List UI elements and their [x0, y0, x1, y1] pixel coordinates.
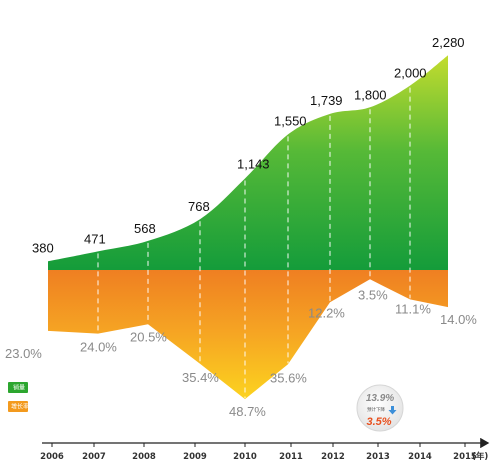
growth-value-label: 24.0%	[80, 340, 117, 355]
sales-value-label: 1,800	[354, 87, 387, 102]
legend-swatch-sales	[8, 382, 28, 393]
x-axis-tick-labels: 2006 2007 2008 2009 2010 2011 2012 2013 2014 2015	[40, 443, 477, 462]
growth-value-label: 3.5%	[358, 287, 388, 302]
x-axis-tick-label: 2009	[183, 452, 207, 462]
x-axis-tick-label: 2007	[82, 452, 106, 462]
sales-value-label: 568	[134, 221, 156, 236]
sales-value-label: 2,000	[394, 66, 427, 81]
growth-value-label: 11.1%	[395, 301, 431, 316]
growth-value-label: 14.0%	[440, 312, 477, 327]
x-axis-tick-label: 2011	[279, 452, 303, 462]
forecast-badge: 13.9% 预计下降 3.5%	[356, 384, 404, 432]
forecast-badge-middle: 预计下降	[367, 406, 385, 413]
sales-value-label: 768	[188, 199, 210, 214]
x-axis-unit-label: (年)	[472, 451, 488, 462]
sales-value-label: 2,280	[432, 35, 465, 50]
sales-value-label: 1,550	[274, 113, 307, 128]
sales-area	[48, 55, 448, 271]
down-arrow-icon	[388, 406, 397, 415]
legend-label-growth: 增长率	[11, 403, 29, 411]
growth-value-label: 20.5%	[130, 329, 167, 344]
x-axis-tick-label: 2006	[40, 452, 64, 462]
legend-item-sales: 销量	[8, 382, 28, 393]
legend-swatch-growth	[8, 401, 28, 412]
x-axis-tick-label: 2014	[408, 452, 432, 462]
x-axis-tick-label: 2010	[233, 452, 257, 462]
x-axis-tick-label: 2008	[132, 452, 156, 462]
sales-value-label: 1,739	[310, 93, 343, 108]
year-dividers	[97, 87, 411, 399]
legend: 销量 增长率	[8, 382, 29, 412]
growth-value-labels: 23.0% 24.0% 20.5% 35.4% 48.7% 35.6% 12.2% 3.5% 1…	[5, 287, 477, 419]
forecast-badge-top: 13.9%	[366, 393, 394, 404]
sales-value-label: 380	[32, 240, 54, 255]
legend-label-sales: 销量	[13, 384, 25, 392]
x-axis-tick-label: 2012	[321, 452, 345, 462]
growth-value-label: 48.7%	[229, 404, 266, 419]
forecast-badge-circle	[356, 384, 404, 432]
legend-item-growth: 增长率	[8, 401, 29, 412]
growth-value-label: 35.4%	[182, 370, 219, 385]
growth-value-label: 12.2%	[308, 305, 345, 320]
growth-area	[48, 270, 448, 400]
x-axis-tick-label: 2013	[366, 452, 390, 462]
sales-value-label: 471	[84, 231, 106, 246]
x-axis-tick-label: 2015	[453, 452, 477, 462]
sales-value-label: 1,143	[237, 157, 270, 172]
growth-value-label: 35.6%	[270, 370, 307, 385]
growth-value-label: 23.0%	[5, 346, 42, 361]
forecast-badge-bottom: 3.5%	[366, 416, 391, 428]
